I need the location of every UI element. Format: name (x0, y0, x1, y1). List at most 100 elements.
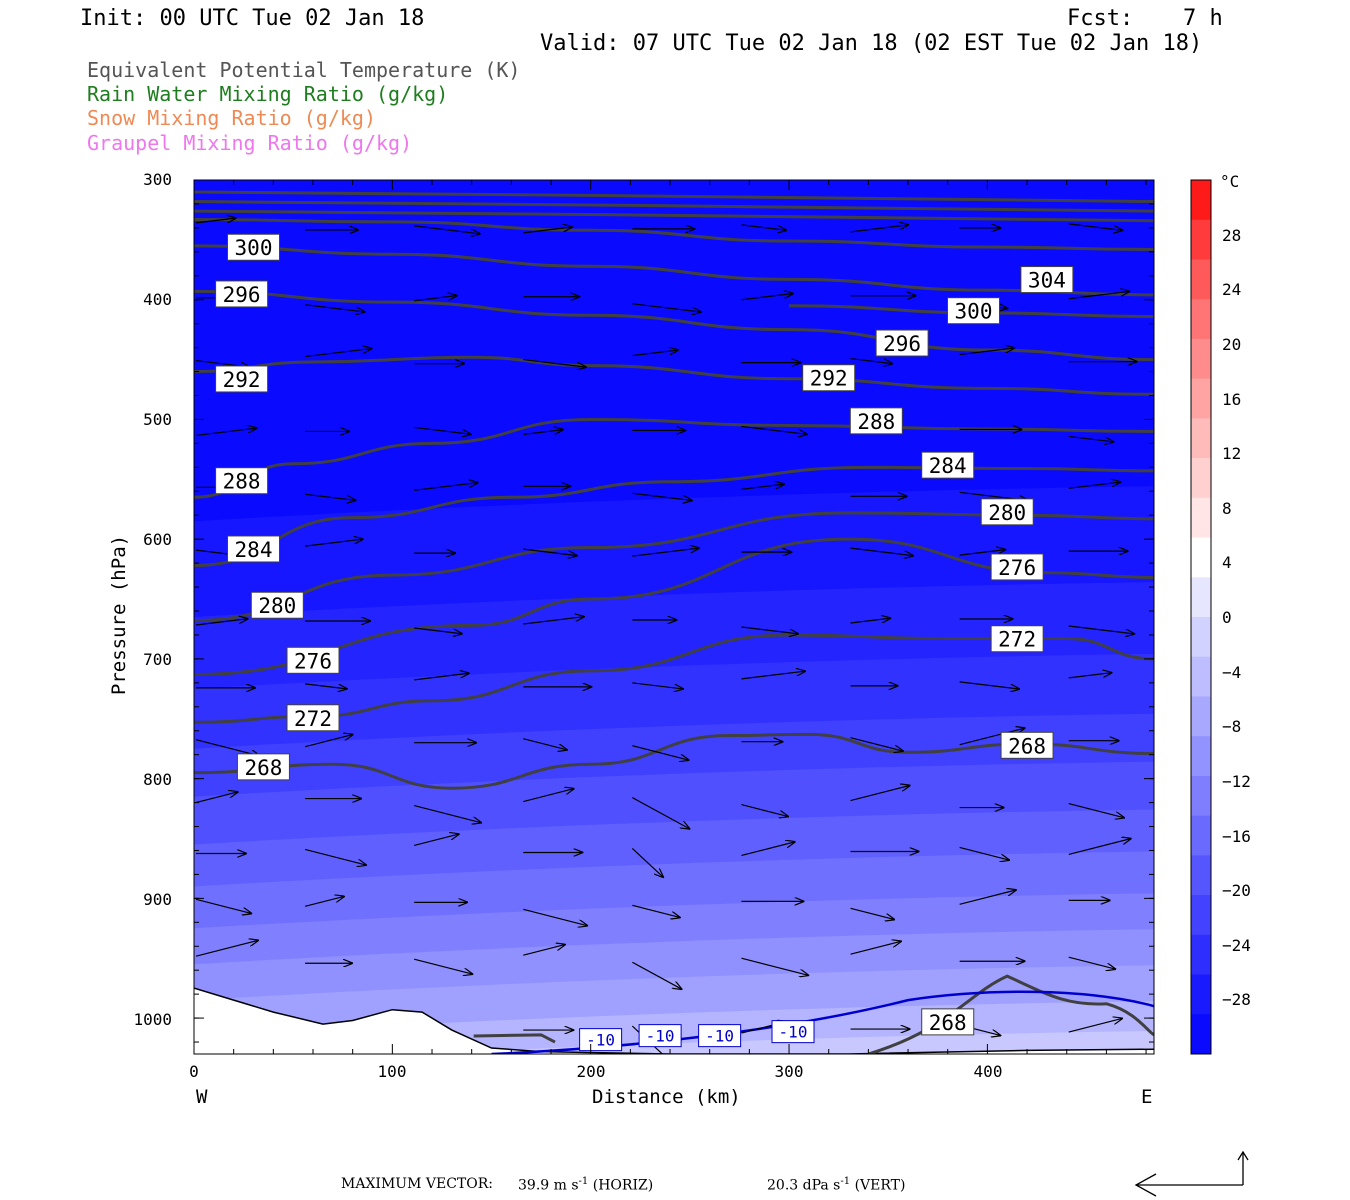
terrain-line (194, 987, 1154, 1054)
wind-vector (414, 483, 478, 491)
isotherm-label: -10 (705, 1027, 734, 1046)
wind-vector (741, 294, 793, 301)
y-tick-label: 500 (143, 410, 172, 429)
colorbar-swatch (1191, 180, 1211, 221)
east-label: E (1141, 1086, 1153, 1108)
y-tick-label: 1000 (133, 1010, 172, 1029)
wind-vector (850, 618, 891, 624)
contour-label-box (286, 704, 340, 732)
colorbar-swatch (1191, 775, 1211, 817)
colorbar-tick-label: −12 (1222, 771, 1251, 791)
west-label: W (196, 1086, 208, 1108)
contour-label: 304 (1028, 269, 1066, 293)
colorbar-swatch (1191, 458, 1211, 499)
init-time: Init: 00 UTC Tue 02 Jan 18 (80, 6, 425, 31)
wind-vector (305, 349, 372, 358)
colorbar-swatch (1191, 537, 1211, 578)
theta-e-contour (194, 465, 1154, 568)
wind-vector (1068, 291, 1130, 300)
x-tick-label: 0 (189, 1062, 199, 1081)
wind-vector (959, 681, 1020, 689)
wind-vector (850, 785, 910, 802)
colorbar-frame (1190, 179, 1212, 1055)
wind-vector (959, 550, 1006, 556)
colorbar-unit: °C (1220, 172, 1240, 191)
wind-vector (523, 738, 567, 750)
wind-vector (304, 896, 344, 907)
wind-vector (632, 797, 689, 829)
wind-vector (632, 350, 678, 357)
legend-snow: Snow Mixing Ratio (g/kg) (87, 106, 376, 130)
wind-vector (1068, 673, 1112, 679)
wind-vector (850, 941, 901, 955)
wind-vector (414, 225, 480, 234)
theta-e-contour (194, 355, 1154, 396)
colorbar-tick-label: 4 (1222, 553, 1232, 573)
wind-vector (850, 225, 909, 233)
contour-label-box (802, 364, 856, 392)
theta-e-contour (194, 190, 1154, 204)
contour-label-box (227, 535, 281, 563)
contour-label: 288 (223, 470, 261, 494)
y-tick-label: 900 (143, 890, 172, 909)
contour-label: 292 (223, 368, 261, 392)
theta-e-contour (194, 244, 1154, 297)
wind-vector (741, 957, 808, 975)
wind-vector (741, 803, 788, 817)
contour-label-box (947, 297, 1001, 325)
forecast-hours: 7 h (1183, 6, 1223, 31)
colorbar-swatch (1191, 736, 1211, 777)
colorbar-tick-label: 12 (1222, 444, 1242, 464)
wind-vector (1068, 1018, 1122, 1033)
wind-vector (523, 430, 563, 436)
wind-vector (304, 735, 352, 748)
wind-vector (523, 945, 565, 956)
legend-rain: Rain Water Mixing Ratio (g/kg) (87, 82, 449, 106)
contour-label: 280 (258, 594, 296, 618)
colorbar-swatch (1191, 656, 1211, 697)
max-vert-value: 20.3 dPa s-1 (VERT) (767, 1176, 906, 1194)
colorbar-swatch (1191, 497, 1211, 539)
contour-label-box (921, 1008, 975, 1036)
colorbar-tick-label: −16 (1222, 826, 1251, 846)
wind-vector (523, 617, 584, 625)
wind-vector (414, 426, 471, 434)
theta-e-contour (194, 209, 1154, 223)
colorbar-tick-label: −4 (1222, 662, 1242, 682)
isotherm-label: -10 (646, 1027, 675, 1046)
contour-label: 292 (810, 367, 848, 391)
colorbar-tick-label: 24 (1222, 280, 1242, 300)
wind-vector (741, 425, 807, 434)
colorbar-swatch (1191, 577, 1211, 618)
wind-vector (632, 745, 688, 760)
contour-label-box (286, 646, 340, 674)
wind-vector (523, 227, 572, 234)
wind-vector (741, 626, 798, 634)
x-axis-title: Distance (km) (592, 1086, 741, 1108)
wind-vector (523, 548, 577, 555)
wind-vector (1068, 223, 1123, 230)
wind-vector (959, 728, 1025, 746)
colorbar-swatch (1191, 895, 1211, 936)
wind-vector (850, 907, 895, 919)
colorbar-swatch (1191, 418, 1211, 459)
wind-vector (414, 673, 469, 681)
wind-vector (850, 547, 914, 556)
reference-vector (1134, 1150, 1249, 1197)
colorbar-tick-label: 0 (1222, 608, 1232, 627)
colorbar-swatch (1191, 696, 1211, 737)
colorbar-tick-label: −8 (1222, 717, 1242, 737)
contour-label: 268 (1008, 734, 1046, 758)
wind-vector (305, 304, 365, 312)
colorbar-tick-label: −24 (1222, 935, 1251, 955)
wind-vector (414, 834, 459, 847)
y-tick-label: 400 (143, 290, 172, 309)
wind-vector (959, 846, 1009, 860)
theta-e-contour (194, 200, 1154, 213)
forecast-label: Fcst: (1067, 6, 1134, 31)
legend-theta-e: Equivalent Potential Temperature (K) (87, 58, 521, 82)
contour-label: 296 (223, 283, 261, 307)
colorbar-swatch (1191, 338, 1211, 380)
wind-vector (1068, 839, 1131, 856)
